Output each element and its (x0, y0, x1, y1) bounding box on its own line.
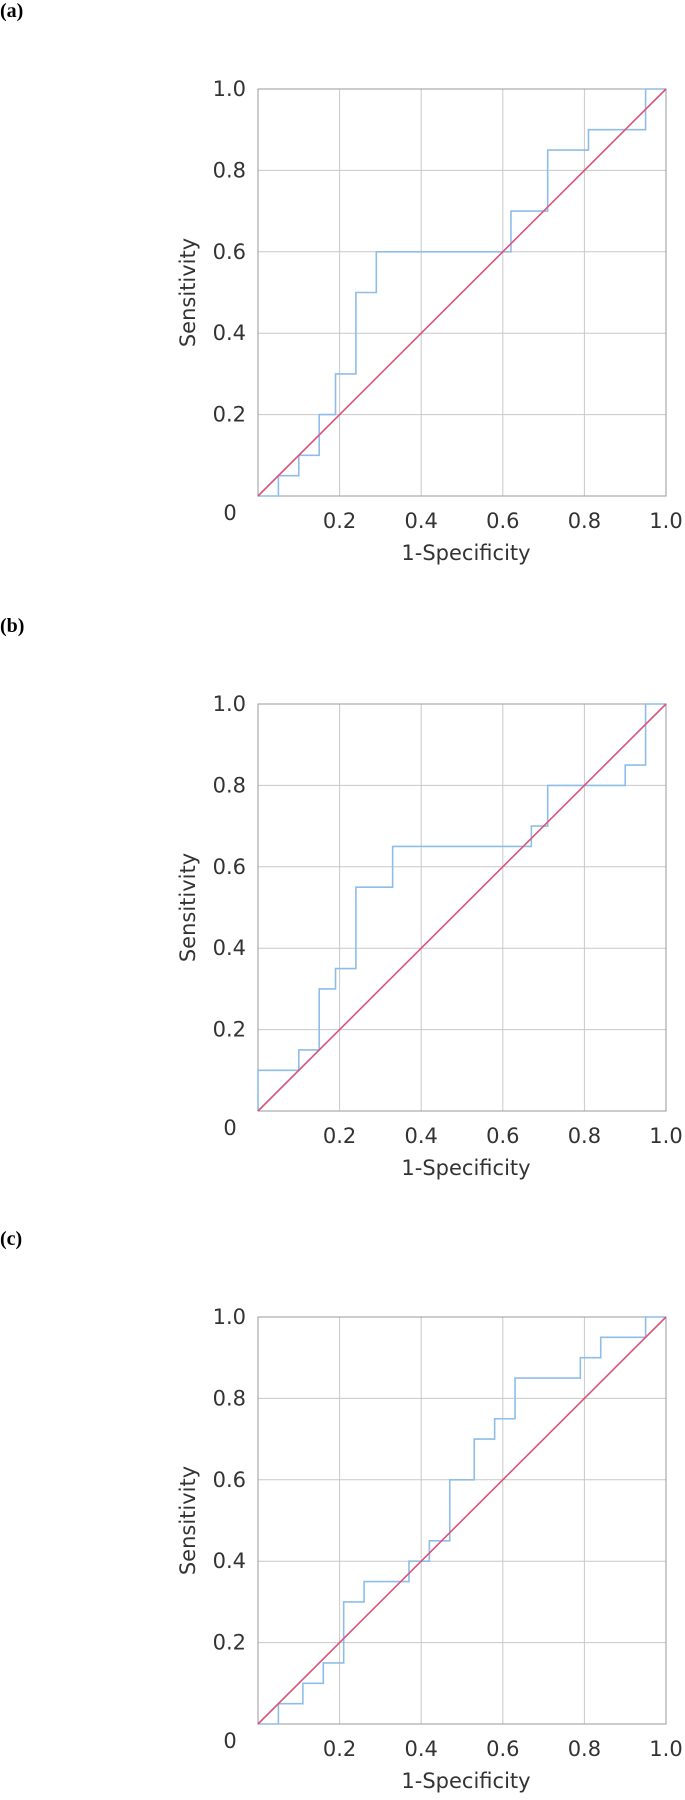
reference-diagonal-line (257, 1316, 667, 1725)
roc-chart-c: 0.2 0.4 0.6 0.8 1.0 0.2 0.4 0.6 0.8 1.0 0 1-Specifi… (176, 1305, 683, 1793)
y-tick-label: 0.8 (213, 158, 246, 182)
y-tick-label: 0.6 (213, 855, 246, 879)
y-tick-label: 1.0 (213, 77, 246, 101)
panel-label-a: (a) (0, 0, 24, 22)
x-axis-label: 1-Specificity (401, 1769, 530, 1793)
panel-label-c: (c) (0, 1228, 23, 1250)
x-tick-label: 0.6 (486, 1124, 519, 1148)
y-tick-label: 0.4 (213, 321, 246, 345)
roc-chart-b: 0.2 0.4 0.6 0.8 1.0 0.2 0.4 0.6 0.8 1.0 0 1-Specifi… (176, 692, 683, 1180)
y-tick-label: 0.4 (213, 936, 246, 960)
plot-frame (257, 703, 667, 1112)
x-axis-label: 1-Specificity (401, 541, 530, 565)
y-tick-label: 1.0 (213, 692, 246, 716)
x-tick-label: 1.0 (649, 509, 682, 533)
origin-tick-label: 0 (223, 1729, 236, 1753)
roc-curve-line (258, 1316, 666, 1725)
y-tick-label: 0.6 (213, 240, 246, 264)
y-axis-label: Sensitivity (176, 238, 200, 347)
x-tick-label: 0.4 (404, 1124, 437, 1148)
y-tick-label: 0.2 (213, 1631, 246, 1655)
plot-frame (257, 1316, 667, 1725)
y-axis-label: Sensitivity (176, 1466, 200, 1575)
x-axis-label: 1-Specificity (401, 1156, 530, 1180)
x-tick-label: 0.8 (568, 1124, 601, 1148)
roc-chart-a: 0.2 0.4 0.6 0.8 1.0 0.2 0.4 0.6 0.8 1.0 0 1-Specifi… (176, 77, 683, 565)
reference-diagonal-line (257, 703, 667, 1112)
plot-frame (257, 88, 667, 497)
x-tick-label: 1.0 (649, 1124, 682, 1148)
x-tick-label: 0.6 (486, 1737, 519, 1761)
x-tick-label: 0.6 (486, 509, 519, 533)
panel-label-b: (b) (0, 615, 25, 637)
x-tick-label: 0.2 (323, 509, 356, 533)
x-tick-label: 0.2 (323, 1737, 356, 1761)
origin-tick-label: 0 (223, 1116, 236, 1140)
y-tick-label: 1.0 (213, 1305, 246, 1329)
y-tick-label: 0.8 (213, 1386, 246, 1410)
roc-curve-line (257, 703, 666, 1111)
x-tick-label: 0.8 (568, 509, 601, 533)
x-tick-label: 1.0 (649, 1737, 682, 1761)
origin-tick-label: 0 (223, 501, 236, 525)
y-tick-label: 0.4 (213, 1549, 246, 1573)
x-tick-label: 0.4 (404, 509, 437, 533)
reference-diagonal-line (257, 88, 667, 497)
roc-curve-line (258, 88, 666, 497)
x-tick-label: 0.2 (323, 1124, 356, 1148)
y-tick-label: 0.2 (213, 1018, 246, 1042)
x-tick-label: 0.4 (404, 1737, 437, 1761)
y-tick-label: 0.6 (213, 1468, 246, 1492)
x-tick-label: 0.8 (568, 1737, 601, 1761)
y-tick-label: 0.2 (213, 403, 246, 427)
y-axis-label: Sensitivity (176, 853, 200, 962)
y-tick-label: 0.8 (213, 773, 246, 797)
